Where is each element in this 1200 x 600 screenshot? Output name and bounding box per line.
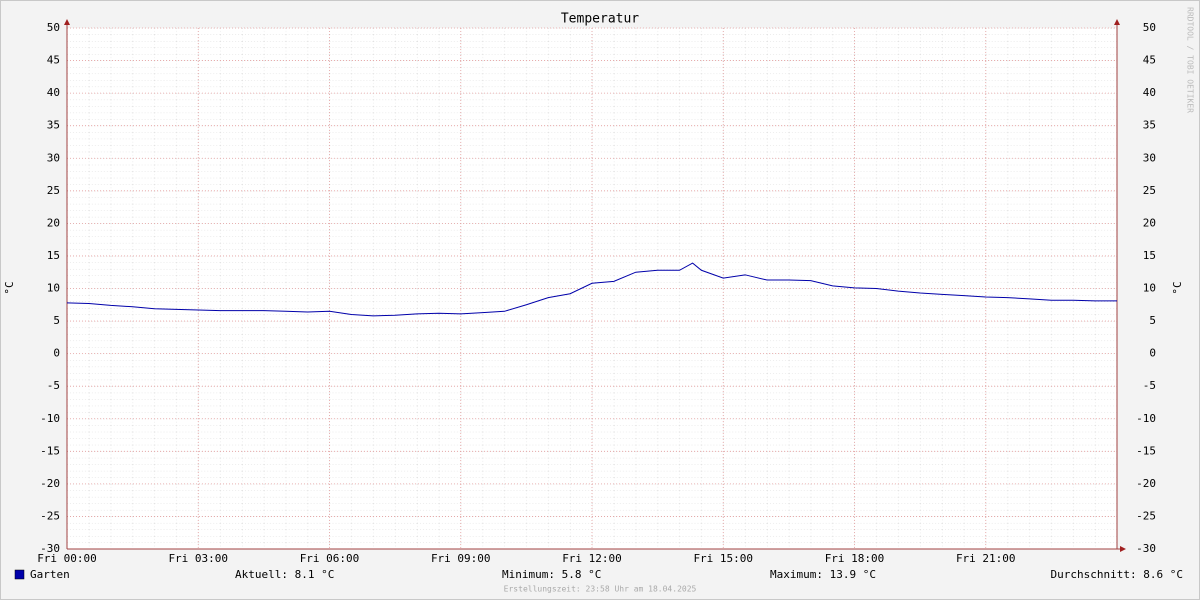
y-tick-label: 40 xyxy=(47,86,60,99)
axis-arrow xyxy=(64,19,70,25)
y-tick-label: 35 xyxy=(47,119,60,132)
x-tick-label: Fri 18:00 xyxy=(825,552,885,565)
y2-tick-label: 50 xyxy=(1143,21,1156,34)
x-tick-label: Fri 09:00 xyxy=(431,552,491,565)
y-tick-label: 0 xyxy=(53,347,60,360)
y-tick-label: 50 xyxy=(47,21,60,34)
y2-tick-label: -25 xyxy=(1136,509,1156,522)
y-tick-label: -15 xyxy=(40,444,60,457)
y2-tick-label: -5 xyxy=(1143,379,1156,392)
y-tick-label: -10 xyxy=(40,412,60,425)
x-tick-label: Fri 00:00 xyxy=(37,552,97,565)
stat: Minimum: 5.8 °C xyxy=(502,568,601,581)
x-tick-label: Fri 15:00 xyxy=(693,552,753,565)
y-tick-label: -5 xyxy=(47,379,60,392)
stat: Maximum: 13.9 °C xyxy=(770,568,876,581)
y2-tick-label: -10 xyxy=(1136,412,1156,425)
y2-tick-label: 35 xyxy=(1143,119,1156,132)
y2-tick-label: 5 xyxy=(1149,314,1156,327)
y2-tick-label: -20 xyxy=(1136,477,1156,490)
legend-label: Garten xyxy=(30,568,70,581)
y-tick-label: -30 xyxy=(40,542,60,555)
y2-tick-label: -15 xyxy=(1136,444,1156,457)
y2-axis-label: °C xyxy=(1171,281,1184,294)
axis-arrow xyxy=(1114,19,1120,25)
y-tick-label: 10 xyxy=(47,282,60,295)
y2-tick-label: 15 xyxy=(1143,249,1156,262)
y-tick-label: 15 xyxy=(47,249,60,262)
axis-arrow xyxy=(1120,546,1126,552)
y2-tick-label: -30 xyxy=(1136,542,1156,555)
x-tick-label: Fri 21:00 xyxy=(956,552,1016,565)
y2-tick-label: 10 xyxy=(1143,282,1156,295)
y2-tick-label: 0 xyxy=(1149,347,1156,360)
chart-title: Temperatur xyxy=(561,12,639,27)
x-tick-label: Fri 03:00 xyxy=(168,552,228,565)
stat: Durchschnitt: 8.6 °C xyxy=(1051,568,1183,581)
y-tick-label: 30 xyxy=(47,151,60,164)
y-tick-label: 5 xyxy=(53,314,60,327)
x-tick-label: Fri 06:00 xyxy=(300,552,360,565)
y2-tick-label: 45 xyxy=(1143,54,1156,67)
y2-tick-label: 25 xyxy=(1143,184,1156,197)
y-axis-label: °C xyxy=(3,281,16,294)
y-tick-label: 25 xyxy=(47,184,60,197)
x-tick-label: Fri 12:00 xyxy=(562,552,622,565)
y-tick-label: 45 xyxy=(47,54,60,67)
y-tick-label: 20 xyxy=(47,216,60,229)
stat: Aktuell: 8.1 °C xyxy=(235,568,334,581)
y2-tick-label: 20 xyxy=(1143,216,1156,229)
y-tick-label: -20 xyxy=(40,477,60,490)
y2-tick-label: 30 xyxy=(1143,151,1156,164)
watermark: RRDTOOL / TOBI OETIKER xyxy=(1186,7,1195,113)
footer: Erstellungszeit: 23:58 Uhr am 18.04.2025 xyxy=(504,585,697,594)
line xyxy=(66,262,1117,317)
legend-swatch xyxy=(14,569,25,580)
y-tick-label: -25 xyxy=(40,509,60,522)
y2-tick-label: 40 xyxy=(1143,86,1156,99)
